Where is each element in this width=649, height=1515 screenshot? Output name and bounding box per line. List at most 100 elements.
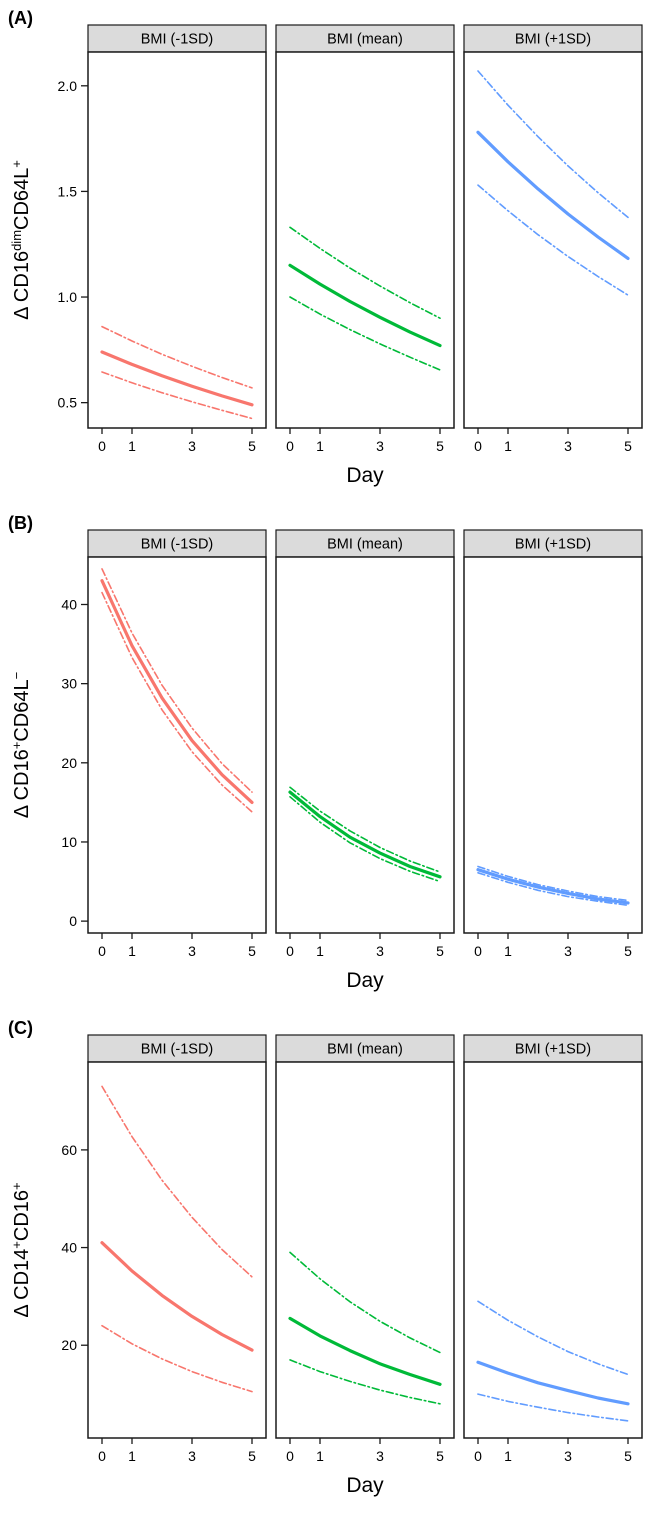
x-tick-label: 3	[564, 943, 572, 959]
y-tick-label: 20	[61, 1337, 77, 1353]
facet-strip	[275, 1034, 455, 1063]
y-axis-label-superscript: +	[9, 1241, 24, 1249]
facet-strip	[87, 1034, 267, 1063]
fit-line	[476, 1360, 630, 1406]
x-tick-label: 0	[286, 1448, 294, 1464]
ci-lower-line	[477, 184, 629, 296]
x-tick-label: 0	[474, 438, 482, 454]
facet-lines-group	[476, 865, 630, 907]
fit-line	[100, 1241, 254, 1352]
facet-strip	[463, 1034, 643, 1063]
panel-label: (B)	[8, 513, 33, 533]
y-axis-label-superscript: −	[9, 672, 24, 680]
facet-lines-group	[476, 70, 630, 296]
x-tick-label: 1	[128, 1448, 136, 1464]
facet-strip	[463, 529, 643, 558]
facet-strip-label: BMI (-1SD)	[141, 537, 214, 553]
plot-border	[463, 556, 643, 934]
ci-lower-line	[289, 296, 441, 371]
facet-strip	[87, 24, 267, 53]
ci-upper-line	[289, 1251, 441, 1354]
panel-label: (A)	[8, 8, 33, 28]
fit-line	[100, 579, 254, 804]
ci-upper-line	[477, 70, 629, 219]
x-tick-label: 5	[248, 438, 256, 454]
ci-lower-line	[101, 1324, 253, 1393]
plot-background	[88, 557, 266, 933]
fit-line	[476, 130, 630, 260]
x-tick-label: 1	[504, 943, 512, 959]
x-axis-label: Day	[346, 1474, 384, 1497]
facet-strip-label: BMI (mean)	[327, 537, 403, 553]
y-axis-label: Δ CD14+CD16+	[9, 1182, 33, 1317]
x-tick-label: 1	[316, 438, 324, 454]
plot-border	[87, 556, 267, 934]
plot-background	[464, 1062, 642, 1438]
y-axis-label-segment: CD64L	[11, 168, 33, 230]
y-axis-label-segment: Δ CD16	[11, 251, 33, 320]
ci-upper-line	[477, 1300, 629, 1376]
panel-label: (C)	[8, 1018, 33, 1038]
y-tick-label: 20	[61, 755, 77, 771]
x-tick-label: 3	[188, 943, 196, 959]
y-tick-label: 1.0	[58, 289, 78, 305]
x-tick-label: 1	[128, 438, 136, 454]
facet-strip-label: BMI (-1SD)	[141, 32, 214, 48]
facet-strip	[463, 24, 643, 53]
facet-strip-label: BMI (+1SD)	[515, 32, 591, 48]
x-tick-label: 0	[98, 438, 106, 454]
facet-strip	[275, 24, 455, 53]
x-tick-label: 3	[376, 1448, 384, 1464]
y-tick-label: 0.5	[58, 395, 78, 411]
fit-line	[288, 790, 442, 879]
facet-lines-group	[100, 325, 254, 420]
x-tick-label: 3	[376, 943, 384, 959]
x-axis-label: Day	[346, 464, 384, 487]
facet-lines-group	[288, 1251, 442, 1405]
facet-lines-group	[288, 226, 442, 371]
x-tick-label: 5	[624, 438, 632, 454]
y-tick-label: 40	[61, 596, 77, 612]
ci-lower-line	[477, 1393, 629, 1422]
plot-background	[464, 557, 642, 933]
y-axis-label-segment: CD64L	[11, 679, 33, 741]
x-tick-label: 5	[624, 943, 632, 959]
x-tick-label: 3	[564, 438, 572, 454]
plot-border	[87, 51, 267, 429]
ci-upper-line	[477, 865, 629, 902]
plot-border	[275, 1061, 455, 1439]
y-axis-label-superscript: +	[9, 1182, 24, 1190]
x-tick-label: 3	[188, 1448, 196, 1464]
plot-background	[276, 1062, 454, 1438]
y-axis-label-segment: Δ CD14	[11, 1249, 33, 1318]
x-tick-label: 5	[248, 1448, 256, 1464]
facet-strip-label: BMI (mean)	[327, 1042, 403, 1058]
y-tick-label: 1.5	[58, 183, 78, 199]
facet-strip-label: BMI (mean)	[327, 32, 403, 48]
x-tick-label: 1	[128, 943, 136, 959]
y-tick-label: 30	[61, 676, 77, 692]
y-axis-label: Δ CD16+CD64L−	[9, 672, 33, 818]
facet-lines-group	[288, 786, 442, 883]
y-axis-label-superscript: dim	[9, 230, 24, 251]
fit-line	[288, 1316, 442, 1386]
plot-background	[464, 52, 642, 428]
facet-strip	[87, 529, 267, 558]
ci-lower-line	[289, 796, 441, 883]
facet-lines-group	[100, 1085, 254, 1393]
ci-lower-line	[477, 872, 629, 907]
facet-lines-group	[100, 568, 254, 813]
plot-border	[275, 51, 455, 429]
x-tick-label: 5	[436, 438, 444, 454]
y-tick-label: 2.0	[58, 78, 78, 94]
fit-line	[100, 350, 254, 407]
y-tick-label: 60	[61, 1142, 77, 1158]
x-tick-label: 1	[504, 438, 512, 454]
ci-upper-line	[101, 325, 253, 389]
x-tick-label: 5	[624, 1448, 632, 1464]
x-tick-label: 0	[286, 943, 294, 959]
plot-border	[463, 1061, 643, 1439]
